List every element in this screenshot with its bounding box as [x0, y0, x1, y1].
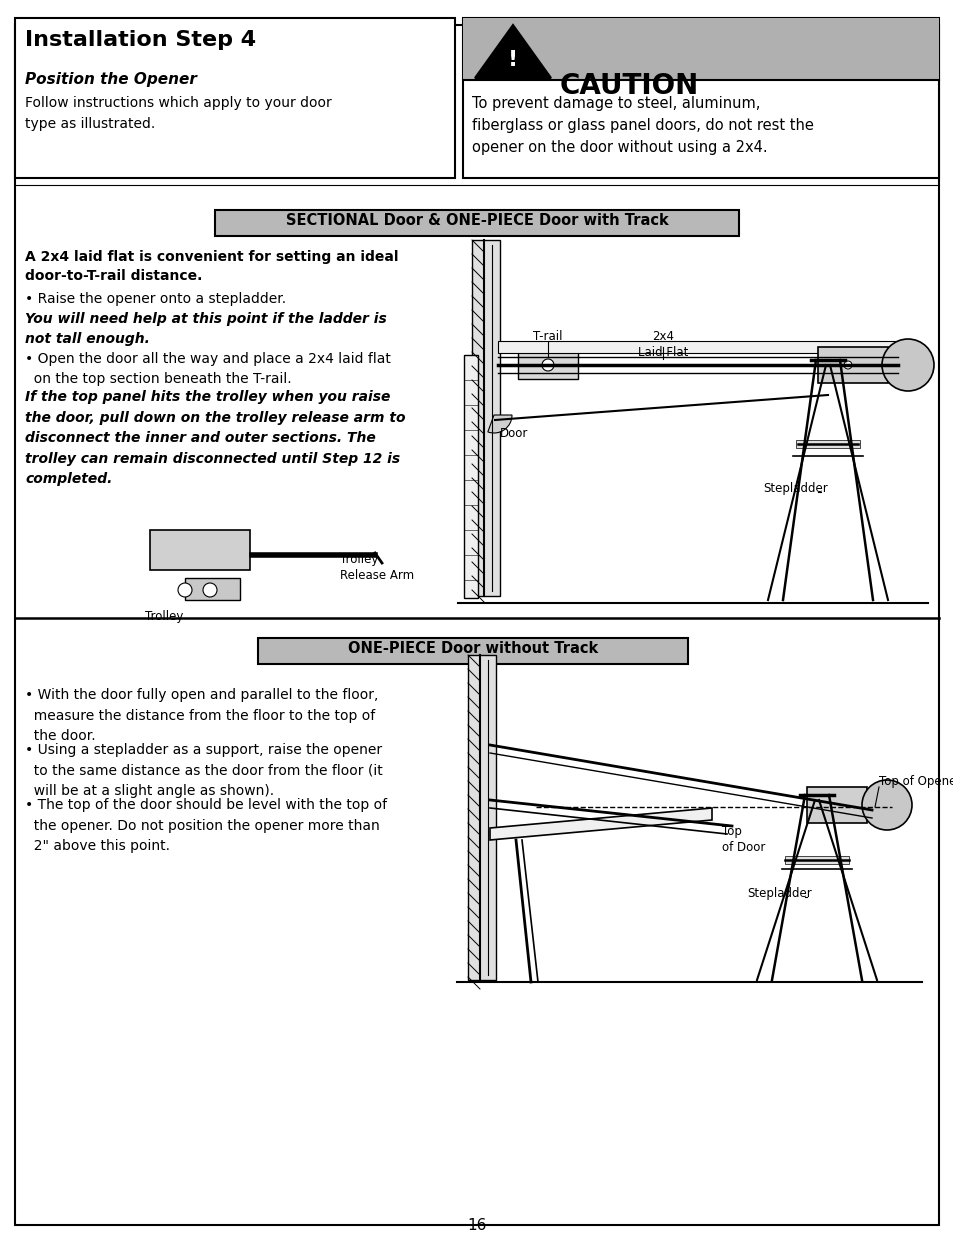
Text: • Open the door all the way and place a 2x4 laid flat
  on the top section benea: • Open the door all the way and place a … [25, 352, 391, 386]
Text: Door: Door [499, 427, 528, 440]
FancyBboxPatch shape [214, 210, 739, 236]
Wedge shape [487, 415, 512, 433]
Circle shape [203, 583, 216, 596]
Text: To prevent damage to steel, aluminum,
fiberglass or glass panel doors, do not re: To prevent damage to steel, aluminum, fi… [472, 95, 813, 155]
Ellipse shape [843, 361, 851, 370]
Ellipse shape [862, 780, 911, 830]
Text: Trolley
Release Arm: Trolley Release Arm [339, 553, 414, 582]
Polygon shape [475, 25, 551, 78]
Text: 16: 16 [467, 1218, 486, 1233]
Circle shape [178, 583, 192, 596]
Text: Top of Opener: Top of Opener [878, 775, 953, 787]
Text: Installation Step 4: Installation Step 4 [25, 30, 255, 50]
Text: 2x4
Laid Flat: 2x4 Laid Flat [638, 330, 687, 360]
Text: Trolley: Trolley [145, 610, 183, 622]
Text: Position the Opener: Position the Opener [25, 72, 196, 87]
FancyBboxPatch shape [784, 856, 848, 864]
Text: !: ! [507, 50, 517, 69]
Text: Top
of Door: Top of Door [721, 825, 764, 854]
FancyBboxPatch shape [462, 19, 938, 81]
FancyBboxPatch shape [817, 347, 887, 383]
Ellipse shape [882, 339, 933, 391]
FancyBboxPatch shape [185, 578, 240, 600]
Text: • Raise the opener onto a stepladder.: • Raise the opener onto a stepladder. [25, 291, 286, 306]
Text: ONE-PIECE Door without Track: ONE-PIECE Door without Track [348, 641, 598, 656]
FancyBboxPatch shape [15, 19, 455, 179]
Circle shape [541, 360, 554, 371]
FancyBboxPatch shape [150, 529, 250, 570]
Text: SECTIONAL Door & ONE-PIECE Door with Track: SECTIONAL Door & ONE-PIECE Door with Tra… [285, 213, 668, 228]
FancyBboxPatch shape [472, 241, 499, 596]
FancyBboxPatch shape [795, 440, 859, 448]
Text: Stepladder: Stepladder [746, 887, 811, 900]
FancyBboxPatch shape [806, 787, 866, 823]
Text: If the top panel hits the trolley when you raise
the door, pull down on the trol: If the top panel hits the trolley when y… [25, 391, 405, 486]
FancyBboxPatch shape [462, 19, 938, 179]
FancyBboxPatch shape [517, 351, 578, 379]
Text: T-rail: T-rail [533, 330, 562, 343]
Text: • With the door fully open and parallel to the floor,
  measure the distance fro: • With the door fully open and parallel … [25, 688, 378, 743]
FancyBboxPatch shape [463, 355, 477, 598]
Text: CAUTION: CAUTION [559, 72, 699, 100]
FancyBboxPatch shape [15, 25, 938, 1225]
Text: Stepladder: Stepladder [762, 482, 827, 495]
FancyBboxPatch shape [468, 655, 496, 980]
FancyBboxPatch shape [497, 341, 897, 353]
Text: • The top of the door should be level with the top of
  the opener. Do not posit: • The top of the door should be level wi… [25, 799, 387, 853]
Text: You will need help at this point if the ladder is
not tall enough.: You will need help at this point if the … [25, 312, 386, 346]
Polygon shape [490, 808, 711, 839]
Text: • Using a stepladder as a support, raise the opener
  to the same distance as th: • Using a stepladder as a support, raise… [25, 743, 382, 799]
Text: A 2x4 laid flat is convenient for setting an ideal
door-to-T-rail distance.: A 2x4 laid flat is convenient for settin… [25, 250, 398, 284]
FancyBboxPatch shape [257, 639, 687, 663]
Text: Follow instructions which apply to your door
type as illustrated.: Follow instructions which apply to your … [25, 95, 332, 130]
